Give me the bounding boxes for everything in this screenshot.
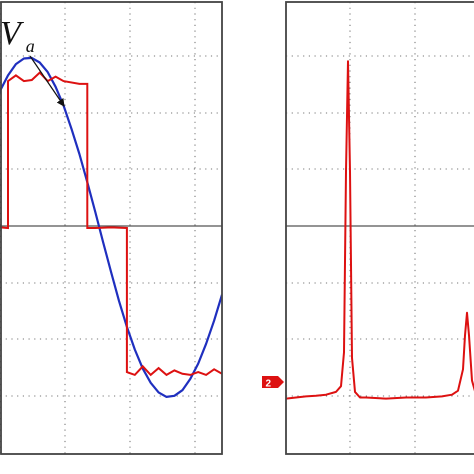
right-spectrum-line <box>286 60 474 400</box>
va-subscript: a <box>26 36 35 56</box>
right-panel-frame <box>285 1 474 455</box>
right-scope-panel: 2 <box>262 1 474 455</box>
va-annotation: V a <box>0 15 35 56</box>
left-panel-frame <box>0 1 223 455</box>
channel-2-label: 2 <box>266 379 272 390</box>
right-grid <box>286 2 474 454</box>
va-arrow <box>29 55 65 107</box>
left-scope-panel: V a <box>0 1 223 455</box>
left-stepped-voltage-line <box>0 71 222 377</box>
left-phase-voltage-line <box>0 56 222 398</box>
channel-2-marker: 2 <box>262 376 284 390</box>
left-grid <box>0 2 222 454</box>
va-symbol: V <box>0 15 25 52</box>
